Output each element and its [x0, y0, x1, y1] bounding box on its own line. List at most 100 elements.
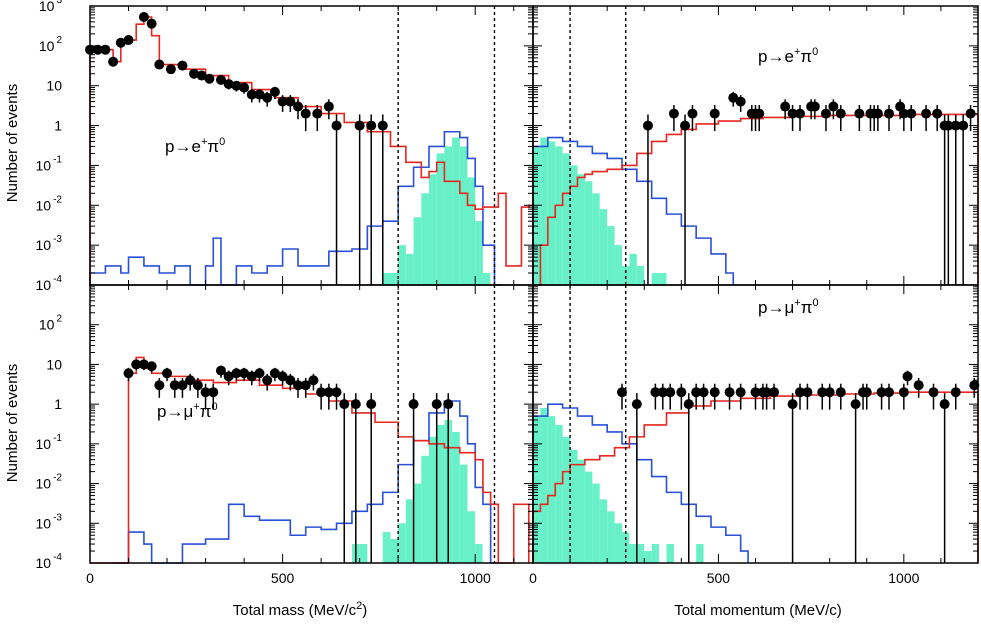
- bottom-left-data-point: [208, 387, 219, 398]
- top-left-y-tick-label-base: 10: [39, 38, 55, 54]
- bottom-left-y-tick-label-exp: -1: [53, 433, 62, 444]
- top-left-data-point: [354, 120, 365, 131]
- bottom-right-data-point: [735, 387, 746, 398]
- top-left-y-tick-label-base: 10: [36, 197, 52, 213]
- bottom-right-signal-fill-bar: [584, 471, 593, 563]
- top-left-channel-charge: +: [201, 136, 207, 148]
- bottom-left-data-point: [185, 375, 196, 386]
- bottom-left-data-point: [162, 368, 173, 379]
- bottom-left-data-point: [146, 361, 157, 372]
- top-left-data-point: [108, 56, 119, 67]
- bottom-right-signal-fill-bar: [644, 551, 652, 563]
- top-left-data-point: [196, 70, 207, 81]
- top-right-signal-fill-bar: [555, 146, 563, 285]
- bottom-right-channel-pion-charge: 0: [812, 297, 818, 309]
- x-axis-title-mass-tail: ): [362, 602, 367, 619]
- top-left-signal-mc-line: [89, 130, 502, 286]
- bottom-right-data-point: [928, 387, 939, 398]
- top-left-data-point: [123, 35, 134, 46]
- bottom-left-y-tick-label: 10 -2: [36, 473, 63, 492]
- top-left-y-tick-label: 10 3: [39, 0, 63, 14]
- bottom-left-data-point: [339, 399, 350, 410]
- top-right-signal-fill-bar: [614, 245, 622, 285]
- top-left-data-point: [254, 89, 265, 100]
- bottom-right-signal-fill-bar: [599, 499, 608, 563]
- bottom-right-data-point: [676, 387, 687, 398]
- bottom-right-data-point: [824, 387, 835, 398]
- top-left-data-point: [115, 37, 126, 48]
- top-right-channel-charge: +: [794, 46, 800, 58]
- bottom-left-signal-fill-bar: [359, 544, 368, 563]
- top-left-y-tick-label-exp: 3: [56, 0, 62, 6]
- bottom-right-signal-fill-bar: [547, 416, 556, 563]
- bottom-right-data-point: [950, 387, 961, 398]
- bottom-left-x-tick-label: 500: [271, 570, 295, 586]
- bottom-right-signal-fill-bar: [666, 544, 674, 563]
- bottom-left-y-tick-label-base: 10: [36, 515, 52, 531]
- bottom-right-data-point: [724, 387, 735, 398]
- bottom-right-channel-arrow: →: [767, 298, 784, 317]
- bottom-right-data-point: [650, 387, 661, 398]
- bottom-left-channel-charge: +: [193, 401, 199, 413]
- bottom-right-data-point: [665, 387, 676, 398]
- bottom-left-data-point: [408, 399, 419, 410]
- top-left-data-point: [300, 108, 311, 119]
- top-left-signal-fill-bar: [405, 253, 414, 285]
- top-right-data-point: [932, 108, 943, 119]
- bottom-left-signal-fill-bar: [467, 511, 476, 563]
- top-left-data-point: [92, 44, 103, 55]
- bottom-left-x-tick-label: 1000: [460, 570, 491, 586]
- bottom-right-data-point: [817, 387, 828, 398]
- bottom-left-y-tick-label: 1: [54, 396, 62, 412]
- bottom-right-data-point: [750, 387, 761, 398]
- bottom-left-y-tick-label-base: 1: [54, 396, 62, 412]
- bottom-right-signal-fill-bar: [622, 532, 630, 563]
- bottom-left-channel-pion-charge: 0: [211, 401, 217, 413]
- bottom-left-y-tick-label-base: 10: [46, 356, 62, 372]
- bottom-right-data-point: [683, 399, 694, 410]
- top-right-channel-label: p→e+π0: [758, 46, 818, 66]
- top-left-y-tick-label-base: 1: [54, 118, 62, 134]
- bottom-left-data-point: [223, 371, 234, 382]
- top-left-y-tick-label: 1: [54, 118, 62, 134]
- top-right-data-point: [642, 120, 653, 131]
- y-axis-title-top: Number of events: [4, 84, 21, 202]
- top-right-signal-fill-bar: [584, 181, 593, 285]
- top-right-channel-arrow: →: [767, 47, 784, 66]
- top-right-signal-fill-bar: [570, 165, 578, 285]
- bottom-left-data-point: [285, 375, 296, 386]
- top-right-signal-mc-line: [532, 136, 735, 285]
- bottom-right-data-point: [691, 387, 702, 398]
- bottom-right-data-point: [617, 387, 627, 398]
- bottom-left-data-point: [123, 368, 134, 379]
- top-left-data-point: [189, 68, 200, 79]
- top-right-signal-fill-bar: [622, 265, 630, 285]
- top-right-data-point: [709, 108, 720, 119]
- top-left-y-tick-label: 10 2: [39, 35, 63, 54]
- bottom-right-signal-fill-bar: [570, 450, 578, 563]
- top-left-data-point: [366, 120, 377, 131]
- bottom-left-y-tick-label-base: 10: [36, 476, 52, 492]
- bottom-left-data-point: [254, 368, 265, 379]
- bottom-right-x-tick-label: 1000: [888, 570, 919, 586]
- top-right-data-point: [820, 108, 831, 119]
- bottom-left-data-point: [316, 387, 327, 398]
- bottom-left-data-point: [293, 380, 304, 391]
- top-right-data-point: [943, 120, 954, 131]
- top-left-data-point: [312, 108, 323, 119]
- top-left-channel-base: p: [165, 137, 174, 156]
- bottom-left-signal-fill-bar: [398, 523, 406, 563]
- top-right-signal-fill-bar: [659, 273, 667, 285]
- bottom-right-data-point: [761, 387, 772, 398]
- top-left-data-point: [231, 80, 242, 91]
- bottom-left-data-point: [239, 368, 250, 379]
- bottom-left-data-point: [366, 399, 377, 410]
- top-left-data-point: [100, 44, 111, 55]
- top-left-channel-label: p→e+π0: [165, 136, 225, 156]
- top-left-channel-pion-charge: 0: [219, 136, 225, 148]
- x-axis-title-mass-sup: 2: [356, 600, 362, 612]
- top-right-data-point: [950, 120, 961, 131]
- top-right-channel-pion: π: [800, 47, 812, 66]
- top-right-signal-fill-bar: [533, 146, 541, 285]
